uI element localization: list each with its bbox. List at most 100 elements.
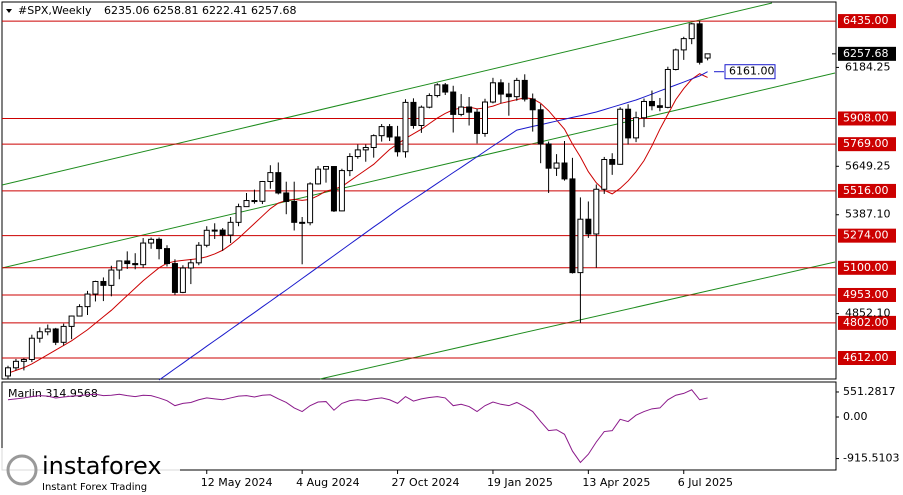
- last-price-box: [838, 46, 896, 61]
- candle-body: [12, 360, 19, 369]
- level-box: [838, 260, 896, 275]
- candle-body: [299, 221, 306, 224]
- y2-tick-label: -915.5103: [843, 452, 899, 465]
- candle-body: [696, 23, 703, 63]
- y-tick-label: 4852.10: [845, 307, 891, 320]
- candle-body: [251, 200, 258, 203]
- indicator-panel: [1, 381, 837, 471]
- candle-body: [92, 280, 99, 295]
- level-label: 4802.00: [843, 316, 889, 329]
- candle-body: [20, 358, 27, 362]
- level-label: 5769.00: [843, 137, 889, 150]
- level-box: [838, 111, 896, 126]
- candle-body: [672, 49, 679, 70]
- candle-body: [609, 159, 616, 165]
- logo: instaforex Instant Forex Trading: [0, 448, 180, 495]
- menu-arrow: [6, 9, 12, 13]
- x-tick-label: 6 Jul 2025: [678, 476, 733, 489]
- candle-body: [577, 218, 584, 274]
- y-tick-label: 5387.10: [845, 208, 891, 221]
- candle-body: [243, 200, 250, 208]
- candle-body: [664, 68, 671, 108]
- logo-name: instaforex: [42, 452, 162, 480]
- candle-body: [219, 229, 226, 236]
- candle-body: [187, 262, 194, 269]
- candle-body: [553, 162, 560, 169]
- candle-body: [688, 23, 695, 40]
- candle-body: [195, 244, 202, 264]
- candle-body: [330, 166, 337, 212]
- candle-body: [346, 156, 353, 172]
- candle-body: [235, 206, 242, 223]
- candle-body: [561, 162, 568, 180]
- level-label: 5908.00: [843, 111, 889, 124]
- level-box: [838, 228, 896, 243]
- level-box: [838, 287, 896, 302]
- candle-body: [60, 325, 67, 343]
- level-box: [838, 14, 896, 29]
- header-high: 6258.81: [153, 4, 199, 17]
- y-tick-label: 5649.25: [845, 159, 891, 172]
- x-tick-label: 27 Oct 2024: [392, 476, 460, 489]
- candle-body: [354, 149, 361, 158]
- x-tick-label: 19 Jan 2025: [487, 476, 553, 489]
- header-open: 6235.06: [104, 4, 150, 17]
- candle-body: [259, 180, 266, 202]
- candle-body: [156, 238, 163, 250]
- logo-tagline: Instant Forex Trading: [42, 482, 147, 493]
- candle-body: [36, 331, 43, 339]
- level-box: [838, 137, 896, 152]
- level-box: [838, 351, 896, 366]
- candle-body: [569, 178, 576, 274]
- header-close: 6257.68: [251, 4, 297, 17]
- candle-body: [585, 218, 592, 235]
- candle-body: [179, 267, 186, 293]
- candle-body: [680, 38, 687, 51]
- candle-body: [458, 106, 465, 115]
- candle-body: [521, 79, 528, 100]
- price-marker-box: [724, 64, 776, 80]
- candle-body: [5, 367, 11, 377]
- price-marker-label: 6161.00: [729, 65, 775, 78]
- candle-body: [633, 117, 640, 139]
- candle-body: [386, 126, 393, 138]
- candle-body: [497, 82, 504, 95]
- candle-body: [68, 315, 75, 327]
- candle-body: [442, 84, 449, 93]
- moving-average: [158, 71, 708, 381]
- level-box: [838, 183, 896, 198]
- level-label: 4612.00: [843, 351, 889, 364]
- candle-body: [601, 159, 608, 190]
- candle-body: [323, 166, 329, 170]
- candle-body: [338, 170, 345, 212]
- candle-body: [426, 95, 433, 108]
- candle-body: [489, 82, 496, 103]
- y2-tick-label: 551.2817: [843, 385, 896, 398]
- candle-body: [625, 108, 632, 139]
- candle-body: [203, 229, 210, 246]
- candle-body: [474, 111, 481, 134]
- candle-body: [505, 93, 512, 98]
- candle-body: [124, 260, 131, 265]
- moving-average: [7, 73, 708, 374]
- candle-body: [275, 172, 282, 194]
- candle-body: [283, 192, 290, 202]
- candle-body: [370, 135, 377, 148]
- candle-body: [28, 337, 35, 360]
- candle-body: [418, 106, 425, 126]
- level-label: 5274.00: [843, 229, 889, 242]
- candle-body: [211, 229, 218, 232]
- candle-body: [537, 109, 544, 145]
- candle-body: [529, 98, 536, 111]
- candle-body: [44, 328, 51, 333]
- candle-body: [84, 293, 91, 308]
- level-label: 4953.00: [843, 288, 889, 301]
- candle-body: [76, 306, 83, 317]
- candle-body: [116, 260, 123, 271]
- candle-body: [656, 105, 663, 108]
- candle-body: [482, 101, 488, 134]
- candle-body: [267, 172, 274, 182]
- y-tick-label: 6184.25: [845, 60, 891, 73]
